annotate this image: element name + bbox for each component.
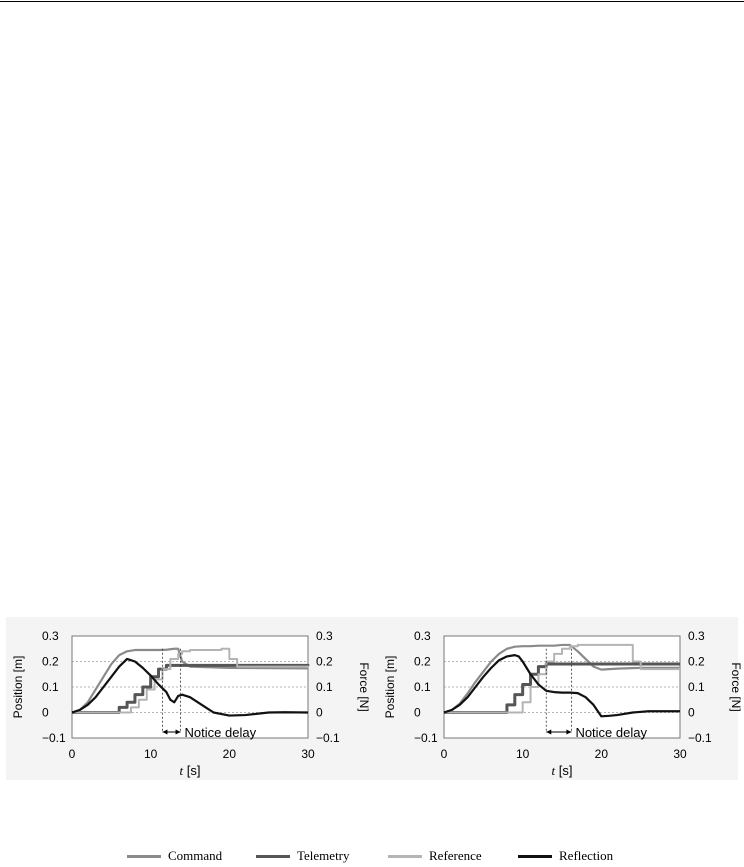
x-tick-label: 10 [516,747,530,761]
y-tick-label-left: 0.1 [42,680,59,694]
y-tick-label-left: −0.1 [414,731,438,745]
legend-label-command: Command [168,848,223,863]
annotation-label: Notice delay [575,725,647,740]
y-tick-label-left: 0.2 [414,655,431,669]
legend-label-reflection: Reflection [559,848,614,863]
legend-item-reference: Reference [388,846,482,866]
legend-swatch-reference [388,854,422,858]
x-axis-label: t [s] [180,763,201,778]
series-line-reflection [443,654,680,718]
y-tick-label-right: 0.3 [316,629,333,643]
y-tick-label-left: 0.2 [42,655,59,669]
x-tick-label: 20 [223,747,237,761]
series-line-telemetry [72,663,310,714]
y-tick-label-left: 0 [414,706,421,720]
chart-right: −0.1 −0.10 00.1 0.10.2 0.20.3 0.30 10 20 30t [s]… [383,629,743,778]
y-tick-label-left: 0.1 [414,680,431,694]
x-tick-label: 0 [69,747,76,761]
x-axis-label: t [s] [552,763,573,778]
annotation-label: Notice delay [185,725,257,740]
legend-swatch-reflection [518,854,552,858]
series-line-command [443,643,680,714]
y-axis-label-left: Position [m] [11,656,25,719]
x-axis-unit: [s] [183,763,200,778]
y-tick-label-right: 0.1 [688,680,705,694]
x-axis-variable: t [552,763,556,778]
page-top-rule [0,1,744,2]
x-axis-variable: t [180,763,184,778]
y-tick-label-right: 0.2 [688,655,705,669]
y-tick-label-left: 0.3 [414,629,431,643]
legend-item-reflection: Reflection [518,846,613,866]
y-tick-label-right: 0 [316,706,323,720]
annotation-arrow-left [162,729,168,735]
y-tick-label-right: −0.1 [688,731,712,745]
legend-label-telemetry: Telemetry [297,848,350,863]
legend-item-command: Command [127,846,222,866]
y-tick-label-left: 0.3 [42,629,59,643]
x-tick-label: 0 [441,747,448,761]
legend-item-telemetry: Telemetry [256,846,350,866]
x-tick-label: 30 [673,747,687,761]
chart-legend: Command Telemetry Reference Reflection [0,846,744,866]
y-axis-label-right: Force [N] [357,662,371,711]
x-axis-unit: [s] [555,763,572,778]
y-tick-label-left: −0.1 [42,731,66,745]
legend-swatch-telemetry [256,854,290,858]
legend-swatch-command [127,854,161,858]
y-tick-label-right: −0.1 [316,731,340,745]
y-tick-label-right: 0.3 [688,629,705,643]
x-tick-label: 30 [301,747,315,761]
y-tick-label-right: 0.1 [316,680,333,694]
series-line-reference [72,647,309,714]
y-tick-label-left: 0 [42,706,49,720]
y-tick-label-right: 0 [688,706,695,720]
annotation-arrow-right [175,729,181,735]
x-tick-label: 20 [595,747,609,761]
series-line-reference [444,643,681,714]
x-tick-label: 10 [144,747,158,761]
annotation-arrow-left [546,729,552,735]
y-axis-label-left: Position [m] [383,656,397,719]
y-tick-label-right: 0.2 [316,655,333,669]
legend-label-reference: Reference [429,848,482,863]
y-axis-label-right: Force [N] [729,662,743,711]
chart-left: −0.1 −0.10 00.1 0.10.2 0.20.3 0.30 10 20 30t [s]… [11,629,371,778]
annotation-arrow-right [566,729,572,735]
series-line-reflection [71,657,309,717]
series-line-command [71,647,309,714]
